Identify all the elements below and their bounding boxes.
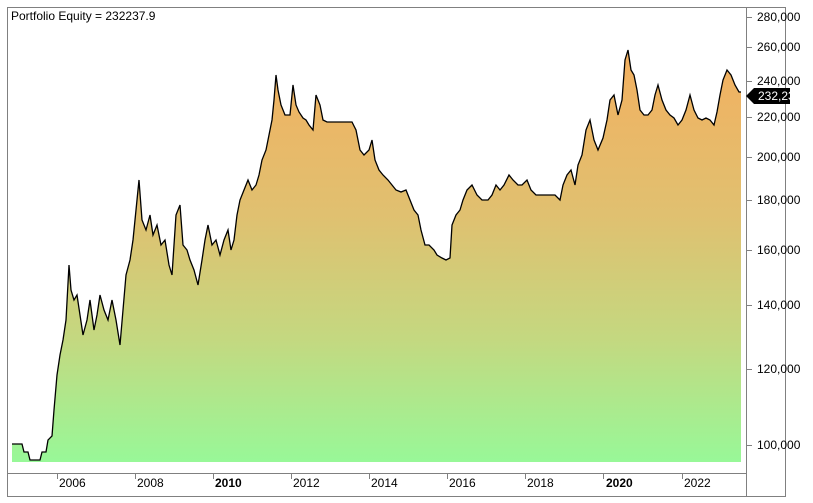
y-tick-label: 260,000 — [757, 40, 801, 54]
x-tick-label: 2010 — [215, 476, 242, 490]
x-tick-label: 2022 — [684, 476, 711, 490]
y-tick-label: 180,000 — [757, 193, 801, 207]
y-tick-label: 100,000 — [757, 438, 801, 452]
y-tick-label: 120,000 — [757, 362, 801, 376]
x-tick-label: 2020 — [606, 476, 633, 490]
x-tick-label: 2018 — [527, 476, 554, 490]
x-tick-label: 2008 — [137, 476, 164, 490]
equity-area — [12, 50, 741, 462]
y-tick-label: 160,000 — [757, 243, 801, 257]
last-value-tag: 232,238 — [754, 88, 801, 104]
equity-line — [12, 49, 741, 461]
x-tick-label: 2014 — [371, 476, 398, 490]
y-axis-ticks — [747, 17, 752, 446]
x-tick-label: 2016 — [449, 476, 476, 490]
y-tick-label: 220,000 — [757, 110, 801, 124]
x-tick-label: 2006 — [59, 476, 86, 490]
y-tick-label: 280,000 — [757, 10, 801, 24]
chart-title: Portfolio Equity = 232237.9 — [11, 9, 156, 23]
y-tick-label: 200,000 — [757, 150, 801, 164]
x-tick-label: 2012 — [293, 476, 320, 490]
x-axis-ticks — [57, 474, 683, 479]
y-tick-label: 240,000 — [757, 74, 801, 88]
y-tick-label: 140,000 — [757, 298, 801, 312]
last-value-pointer-icon — [746, 88, 754, 104]
